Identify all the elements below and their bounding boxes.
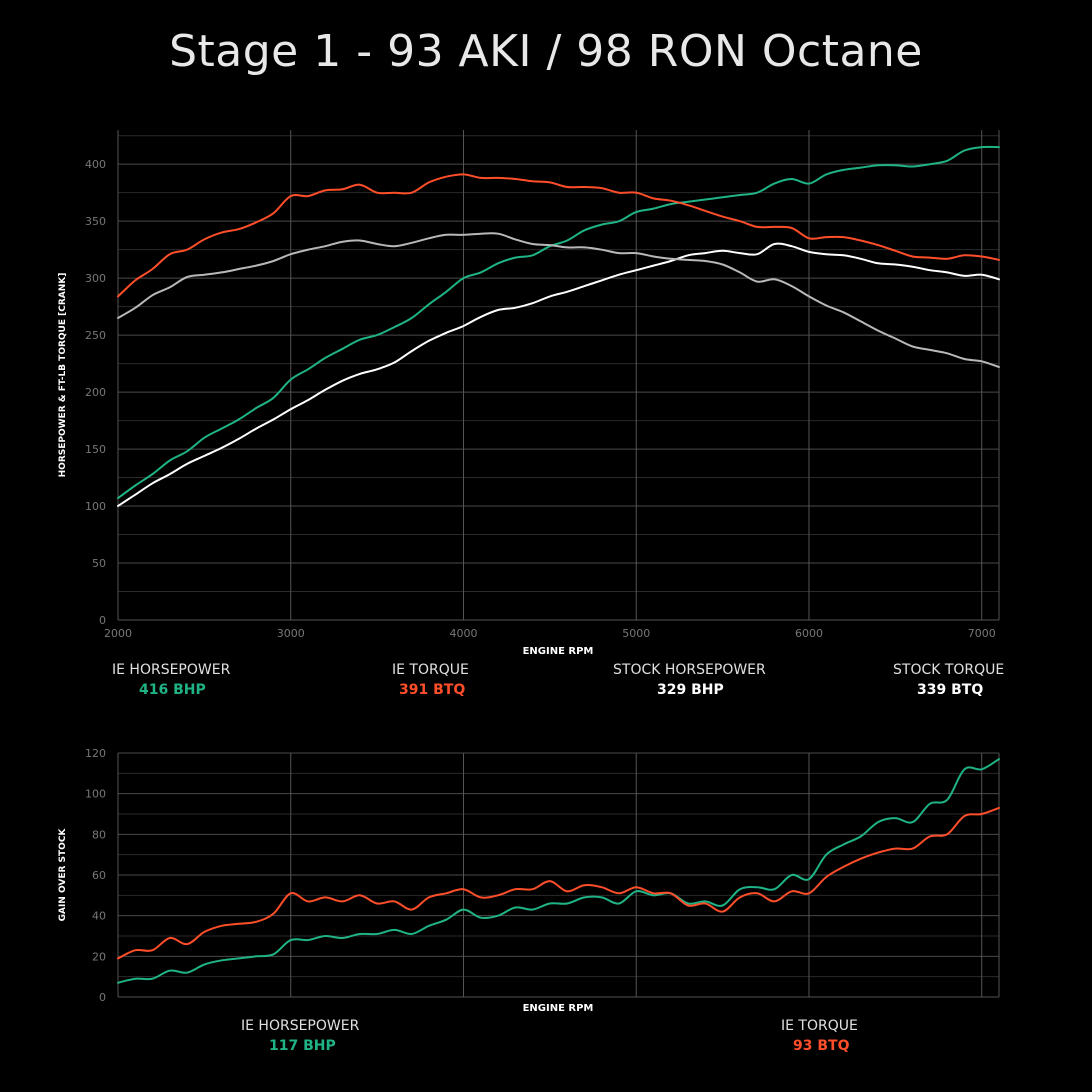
legend-ie-horsepower-value: 416 BHP (139, 682, 206, 698)
gain-legend-ie-torque-value: 93 BTQ (793, 1038, 850, 1054)
series-line-ie-horsepower (117, 758, 1000, 984)
x-tick-label: 4000 (449, 627, 477, 640)
y-tick-label: 0 (99, 991, 106, 1004)
page-title: Stage 1 - 93 AKI / 98 RON Octane (169, 26, 923, 77)
gain-y-axis-label: GAIN OVER STOCK (58, 828, 68, 922)
x-tick-label: 2000 (104, 627, 132, 640)
series-line-ie-horsepower (117, 145, 1000, 500)
legend-stock-horsepower-value: 329 BHP (657, 682, 724, 698)
legend-ie-torque-label: IE TORQUE (392, 662, 469, 678)
y-tick-label: 20 (92, 950, 106, 963)
x-tick-label: 5000 (622, 627, 650, 640)
legend-stock-torque-label: STOCK TORQUE (893, 662, 1005, 678)
y-tick-label: 400 (85, 158, 106, 171)
series-line-stock-horsepower (117, 242, 1000, 507)
series-line-ie-torque (117, 806, 1000, 960)
y-tick-label: 250 (85, 329, 106, 342)
series-line-ie-torque (117, 173, 1000, 298)
legend-stock-torque-value: 339 BTQ (917, 682, 984, 698)
y-tick-label: 80 (92, 828, 106, 841)
main-y-axis-label: HORSEPOWER & FT-LB TORQUE [CRANK] (58, 273, 68, 478)
y-tick-label: 200 (85, 386, 106, 399)
x-tick-label: 7000 (968, 627, 996, 640)
gain-legend-ie-horsepower-label: IE HORSEPOWER (241, 1018, 360, 1034)
series-line-stock-torque (117, 232, 1000, 368)
y-tick-label: 150 (85, 443, 106, 456)
y-tick-label: 100 (85, 788, 106, 801)
y-tick-label: 40 (92, 910, 106, 923)
gain-x-axis-label: ENGINE RPM (523, 1003, 594, 1014)
x-tick-label: 3000 (277, 627, 305, 640)
y-tick-label: 0 (99, 614, 106, 627)
y-tick-label: 100 (85, 500, 106, 513)
y-tick-label: 50 (92, 557, 106, 570)
y-tick-label: 60 (92, 869, 106, 882)
x-tick-label: 6000 (795, 627, 823, 640)
y-tick-label: 350 (85, 215, 106, 228)
legend-ie-torque-value: 391 BTQ (399, 682, 466, 698)
gain-legend-ie-torque-label: IE TORQUE (781, 1018, 858, 1034)
main-chart: 0 50 100 150 200 250 300 350 400 2000 3000 4000 5000… (58, 130, 1000, 657)
main-x-axis-label: ENGINE RPM (523, 646, 594, 657)
legend-stock-horsepower-label: STOCK HORSEPOWER (613, 662, 766, 678)
y-tick-label: 120 (85, 747, 106, 760)
y-tick-label: 300 (85, 272, 106, 285)
gain-legend-ie-horsepower-value: 117 BHP (269, 1038, 336, 1054)
legend-ie-horsepower-label: IE HORSEPOWER (112, 662, 231, 678)
